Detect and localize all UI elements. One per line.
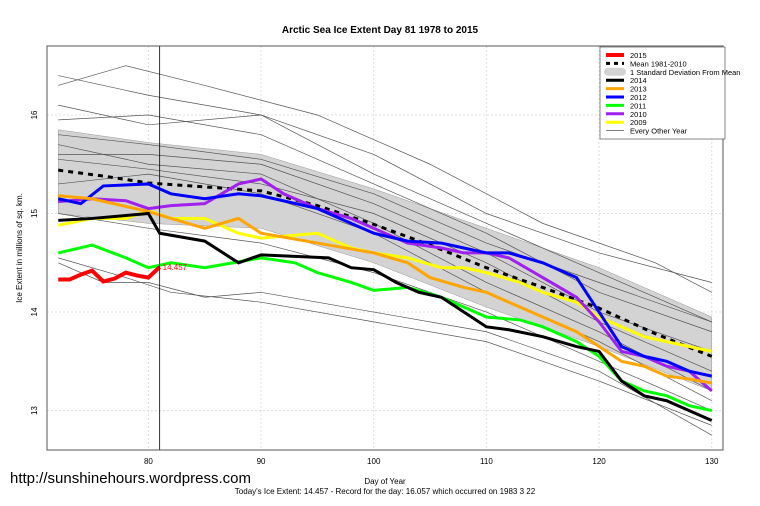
legend-label: 2015 [630, 51, 647, 60]
watermark: http://sunshinehours.wordpress.com [10, 470, 251, 487]
series-line-2012 [57, 182, 713, 378]
x-tick-label: 90 [257, 457, 266, 466]
y-tick-label: 13 [30, 406, 39, 415]
other-year-line [58, 75, 712, 283]
chart-title: Arctic Sea Ice Extent Day 81 1978 to 201… [282, 25, 479, 36]
other-year-line [58, 257, 712, 426]
x-tick-label: 100 [367, 457, 381, 466]
chart-subtitle: Today's Ice Extent: 14.457 - Record for … [235, 487, 536, 496]
x-tick-label: 80 [144, 457, 153, 466]
series-line-2015 [58, 265, 162, 284]
series-line-2010 [58, 177, 713, 393]
legend-label: 1 Standard Deviation From Mean [630, 68, 740, 77]
legend-label: 2009 [630, 118, 647, 127]
other-year-line [58, 114, 712, 333]
other-year-line [58, 213, 712, 411]
x-tick-label: 120 [592, 457, 606, 466]
legend-label: Every Other Year [630, 127, 688, 136]
legend-label: 2014 [630, 76, 647, 85]
y-tick-label: 15 [30, 209, 39, 218]
y-tick-label: 16 [30, 110, 39, 119]
other-year-line [58, 104, 712, 323]
current-value-label: 14.457 [163, 263, 188, 272]
y-axis-label: Ice Extent in millions of sq. km. [15, 193, 24, 303]
legend-label: 2011 [630, 101, 646, 110]
legend-label: 2010 [630, 110, 647, 119]
legend-label: Mean 1981-2010 [630, 59, 687, 68]
x-tick-label: 110 [480, 457, 493, 466]
y-tick-label: 14 [30, 307, 39, 316]
other-year-line [58, 262, 712, 436]
legend-swatch [604, 67, 626, 76]
x-axis-label: Day of Year [364, 477, 406, 486]
legend-label: 2012 [630, 93, 647, 102]
x-tick-label: 130 [705, 457, 719, 466]
other-year-line [58, 65, 712, 293]
legend-label: 2013 [630, 85, 647, 94]
other-year-line [58, 134, 712, 323]
plot-frame [46, 45, 724, 451]
sd-band [58, 129, 712, 392]
series-line-2013 [58, 194, 712, 385]
